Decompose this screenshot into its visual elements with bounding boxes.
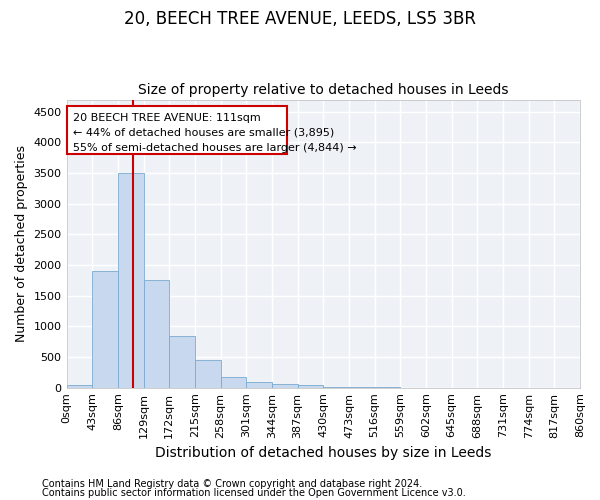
Bar xyxy=(323,387,349,388)
Title: Size of property relative to detached houses in Leeds: Size of property relative to detached ho… xyxy=(138,83,509,97)
Bar xyxy=(221,377,246,388)
FancyBboxPatch shape xyxy=(67,106,287,154)
Bar xyxy=(298,385,323,388)
Bar xyxy=(67,384,92,388)
Bar xyxy=(92,271,118,388)
Bar xyxy=(246,382,272,388)
Text: Contains HM Land Registry data © Crown copyright and database right 2024.: Contains HM Land Registry data © Crown c… xyxy=(42,479,422,489)
Text: Contains public sector information licensed under the Open Government Licence v3: Contains public sector information licen… xyxy=(42,488,466,498)
Bar xyxy=(195,360,221,388)
Text: 20, BEECH TREE AVENUE, LEEDS, LS5 3BR: 20, BEECH TREE AVENUE, LEEDS, LS5 3BR xyxy=(124,10,476,28)
Y-axis label: Number of detached properties: Number of detached properties xyxy=(15,145,28,342)
Bar xyxy=(143,280,169,388)
Bar xyxy=(118,173,143,388)
X-axis label: Distribution of detached houses by size in Leeds: Distribution of detached houses by size … xyxy=(155,446,491,460)
Bar xyxy=(169,336,195,388)
Text: 20 BEECH TREE AVENUE: 111sqm
← 44% of detached houses are smaller (3,895)
55% of: 20 BEECH TREE AVENUE: 111sqm ← 44% of de… xyxy=(73,113,356,152)
Bar xyxy=(272,384,298,388)
